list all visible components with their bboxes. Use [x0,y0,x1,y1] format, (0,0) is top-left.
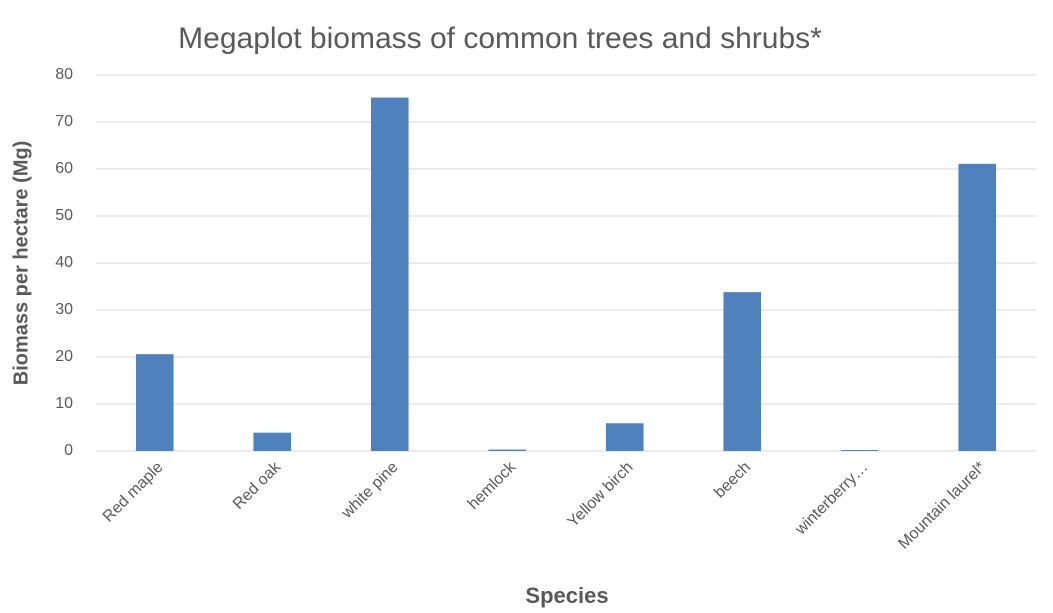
x-tick-label: Yellow birch [565,459,637,531]
y-tick-label: 20 [55,348,73,365]
y-tick-label: 40 [55,254,73,271]
y-tick-label: 80 [55,66,73,83]
x-axis-label: Species [525,583,608,608]
y-axis-label: Biomass per hectare (Mg) [10,141,32,386]
x-tick-label: beech [711,459,754,502]
y-tick-label: 70 [55,113,73,130]
bar [605,423,644,451]
bar [723,292,762,451]
x-tick-label: Red maple [100,459,167,526]
x-tick-label: Red oak [230,458,285,513]
y-tick-label: 10 [55,395,73,412]
x-tick-label: white pine [338,459,402,523]
bar [958,163,997,451]
x-tick-label: hemlock [465,458,520,513]
bar [488,449,527,451]
x-tick-label: winterberry… [792,459,872,539]
chart-title: Megaplot biomass of common trees and shr… [178,22,822,55]
bar [370,97,409,451]
y-tick-label: 0 [64,442,73,459]
y-tick-label: 30 [55,301,73,318]
y-tick-label: 60 [55,160,73,177]
bar [253,432,292,451]
bar [135,354,174,451]
bar [840,450,879,451]
y-tick-label: 50 [55,207,73,224]
x-tick-label: Mountain laurel* [895,459,989,553]
